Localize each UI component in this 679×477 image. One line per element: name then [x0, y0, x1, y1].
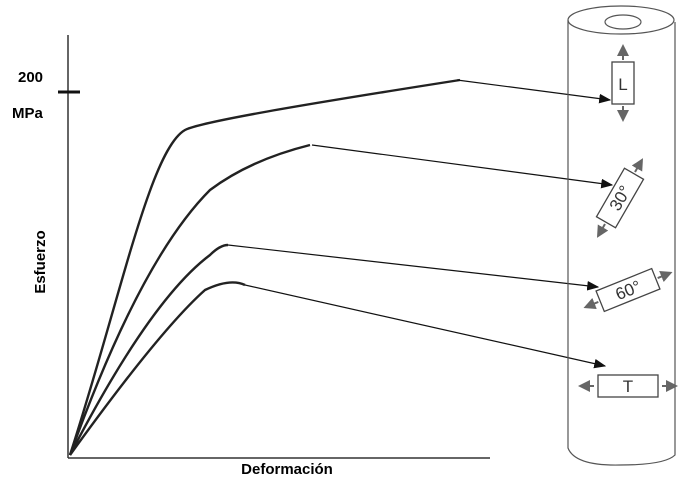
axes [58, 35, 490, 458]
leader-arrows [228, 80, 612, 366]
specimen-l: L [612, 50, 634, 116]
specimen-label: T [623, 377, 633, 396]
diagram: 200 MPa Esfuerzo Deformación L 30° 60 [0, 0, 679, 477]
specimen-30: 30° [590, 158, 649, 238]
y-axis-label: Esfuerzo [32, 230, 49, 293]
tick-value: 200 [18, 69, 43, 86]
specimen-label: L [618, 75, 627, 94]
specimen-60: 60° [585, 264, 671, 316]
tick-unit: MPa [12, 105, 44, 122]
specimen-t: T [584, 375, 672, 397]
curves [70, 80, 460, 455]
x-axis-label: Deformación [241, 461, 333, 477]
